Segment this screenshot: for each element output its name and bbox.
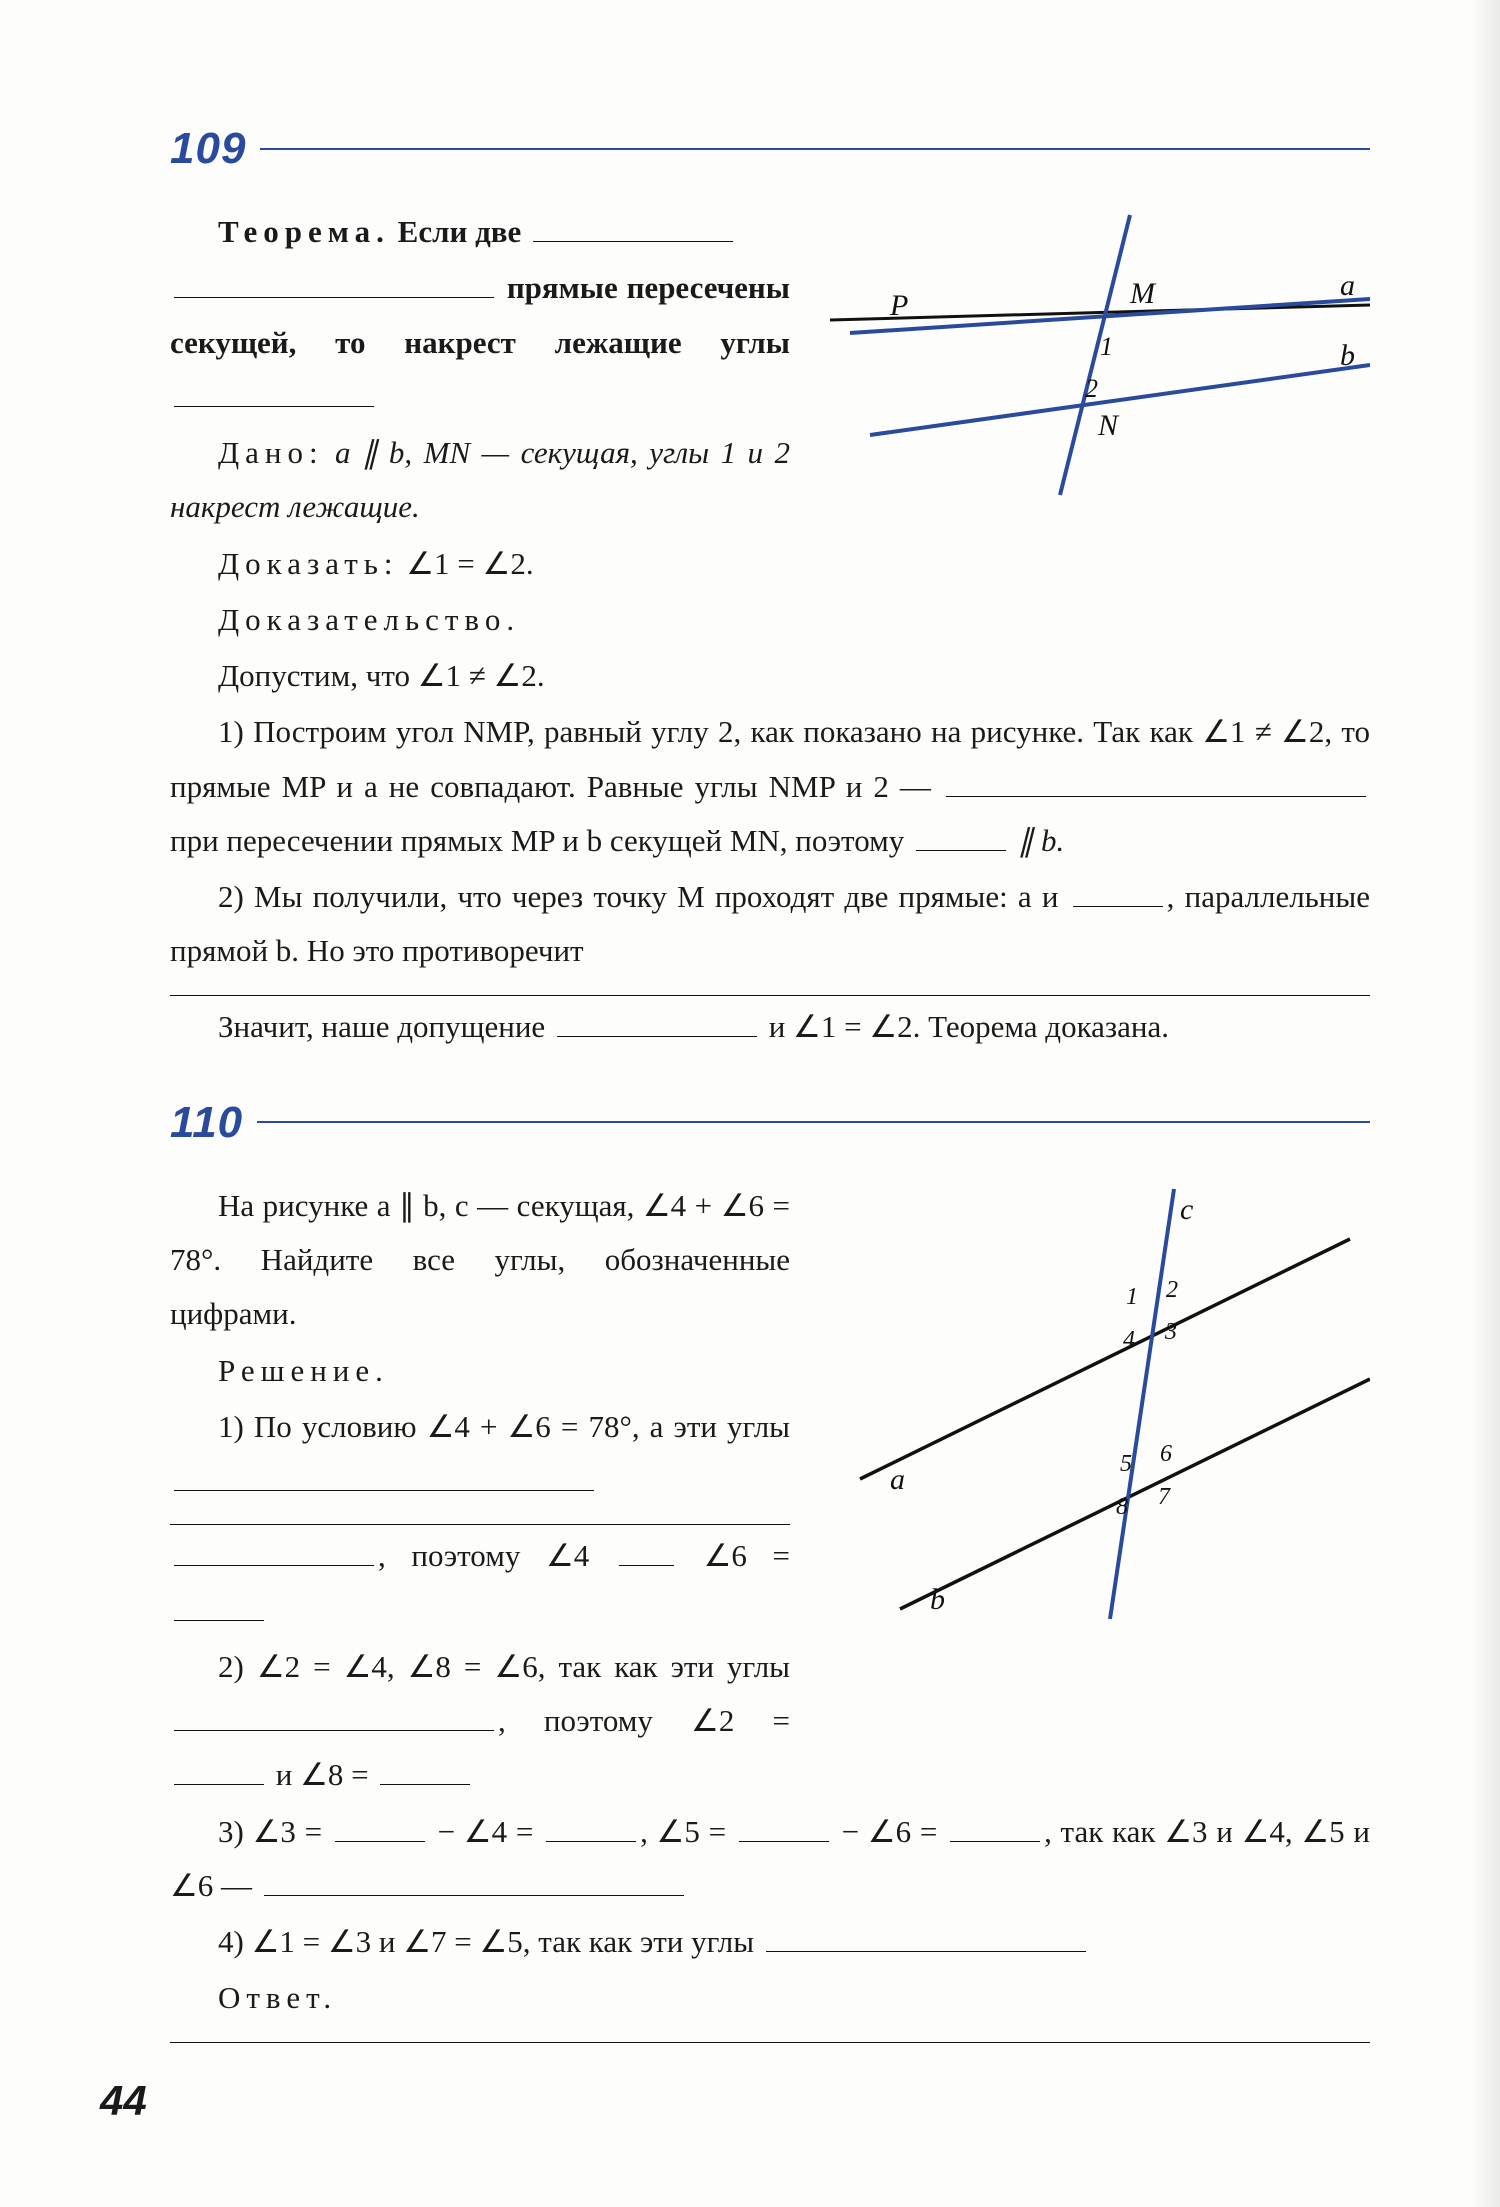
svg-text:7: 7 xyxy=(1158,1484,1171,1510)
blank-input[interactable] xyxy=(546,1814,636,1842)
blank-input[interactable] xyxy=(533,214,733,242)
s1b: , поэтому ∠4 xyxy=(378,1538,615,1573)
svg-text:3: 3 xyxy=(1164,1319,1177,1345)
prove-text: ∠1 = ∠2. xyxy=(399,546,534,581)
blank-input[interactable] xyxy=(174,1703,494,1731)
problem-109-header: 109 xyxy=(170,110,1370,187)
divider-icon xyxy=(257,1121,1370,1123)
figure-109: P M a b 1 2 N xyxy=(830,205,1370,505)
s1c: ∠6 = xyxy=(678,1538,790,1573)
blank-input[interactable] xyxy=(946,769,1366,797)
blank-input[interactable] xyxy=(1073,879,1163,907)
s1a: 1) По условию ∠4 + ∠6 = 78°, а эти углы xyxy=(218,1409,790,1444)
theorem-label: Теорема. xyxy=(218,214,390,249)
label-N: N xyxy=(1097,409,1120,442)
theorem-t1: Если две xyxy=(398,214,529,249)
svg-text:c: c xyxy=(1180,1193,1193,1226)
blank-input[interactable] xyxy=(766,1924,1086,1952)
assume-text: Допустим, что ∠1 ≠ ∠2. xyxy=(218,658,545,693)
rule xyxy=(170,1524,790,1525)
step2a: 2) Мы получили, что через точку M проход… xyxy=(218,879,1069,914)
intro-text: На рисунке a ∥ b, c — секущая, ∠4 + ∠6 =… xyxy=(170,1188,790,1332)
label-M: M xyxy=(1129,277,1157,310)
svg-text:5: 5 xyxy=(1120,1451,1132,1477)
step1b: при пересе­чении прямых MP и b секущей M… xyxy=(170,823,912,858)
blank-input[interactable] xyxy=(174,270,494,298)
problem-110-header: 110 xyxy=(170,1084,1370,1161)
blank-input[interactable] xyxy=(380,1757,470,1785)
s3d: − ∠6 = xyxy=(833,1814,946,1849)
given-label: Дано: xyxy=(218,435,324,470)
label-2: 2 xyxy=(1085,374,1098,403)
solve-label: Решение. xyxy=(218,1353,389,1388)
step1c: ∥ b. xyxy=(1010,823,1064,858)
s3a: 3) ∠3 = xyxy=(218,1814,331,1849)
label-b: b xyxy=(1340,339,1355,372)
blank-input[interactable] xyxy=(174,1463,594,1491)
svg-text:6: 6 xyxy=(1160,1441,1172,1467)
svg-text:1: 1 xyxy=(1126,1284,1138,1310)
blank-input[interactable] xyxy=(950,1814,1040,1842)
s2a: 2) ∠2 = ∠4, ∠8 = ∠6, так как эти углы xyxy=(218,1649,790,1684)
answer-label: Ответ. xyxy=(218,1980,337,2015)
page-number: 44 xyxy=(100,2064,147,2138)
problem-109-content: P M a b 1 2 N Теорема. Если две прямые п… xyxy=(170,205,1370,1054)
s2b: , поэто­му ∠2 = xyxy=(498,1703,790,1738)
blank-input[interactable] xyxy=(619,1538,674,1566)
s4: 4) ∠1 = ∠3 и ∠7 = ∠5, так как эти углы xyxy=(218,1924,762,1959)
divider-icon xyxy=(260,148,1370,150)
problem-110-number: 110 xyxy=(170,1084,243,1161)
problem-110-content: c a b 1 2 3 4 5 6 7 8 На рисунке a ∥ b, … xyxy=(170,1179,1370,2043)
blank-input[interactable] xyxy=(174,1757,264,1785)
blank-input[interactable] xyxy=(264,1868,684,1896)
page: 109 P M a b 1 2 N xyxy=(0,0,1500,2207)
blank-input[interactable] xyxy=(174,379,374,407)
blank-input[interactable] xyxy=(335,1814,425,1842)
concl-b: и ∠1 = ∠2. Теорема доказана. xyxy=(761,1009,1169,1044)
concl-a: Значит, наше допущение xyxy=(218,1009,553,1044)
svg-text:8: 8 xyxy=(1116,1494,1128,1520)
blank-input[interactable] xyxy=(739,1814,829,1842)
rule[interactable] xyxy=(170,2042,1370,2043)
problem-109-number: 109 xyxy=(170,110,246,187)
svg-text:b: b xyxy=(930,1583,945,1616)
s3b: − ∠4 = xyxy=(429,1814,542,1849)
blank-input[interactable] xyxy=(174,1593,264,1621)
label-P: P xyxy=(889,289,908,322)
figure-110: c a b 1 2 3 4 5 6 7 8 xyxy=(830,1179,1370,1629)
svg-text:a: a xyxy=(890,1463,905,1496)
prove-label: Доказать: xyxy=(218,546,399,581)
proof-label: Доказательство. xyxy=(218,602,520,637)
blank-input[interactable] xyxy=(557,1009,757,1037)
blank-input[interactable] xyxy=(916,823,1006,851)
s3c: , ∠5 = xyxy=(640,1814,735,1849)
label-1: 1 xyxy=(1100,332,1113,361)
rule xyxy=(170,995,1370,996)
s2c: и ∠8 = xyxy=(268,1757,376,1792)
svg-text:4: 4 xyxy=(1123,1327,1135,1353)
label-a: a xyxy=(1340,269,1355,302)
svg-text:2: 2 xyxy=(1166,1277,1178,1303)
blank-input[interactable] xyxy=(174,1538,374,1566)
